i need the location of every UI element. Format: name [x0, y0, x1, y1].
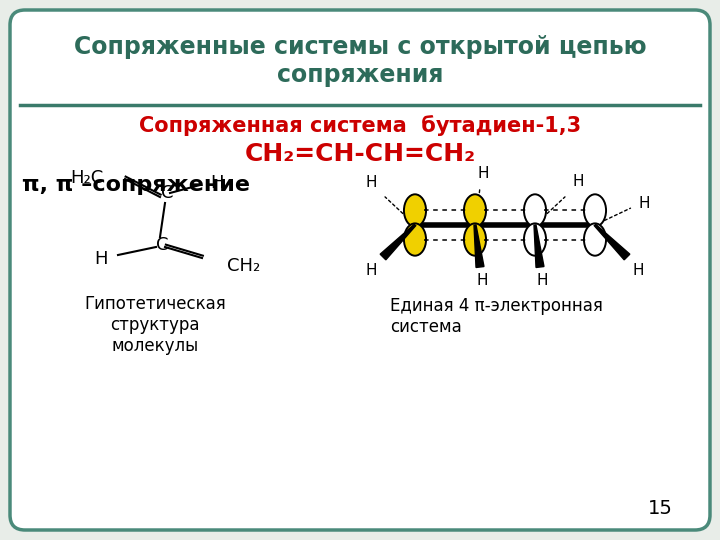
Ellipse shape	[464, 224, 486, 255]
Polygon shape	[534, 225, 544, 267]
Ellipse shape	[464, 194, 486, 227]
Text: H: H	[639, 195, 650, 211]
Ellipse shape	[584, 224, 606, 255]
Polygon shape	[380, 224, 415, 260]
Text: Гипотетическая
структура
молекулы: Гипотетическая структура молекулы	[84, 295, 226, 355]
Text: H: H	[477, 166, 489, 181]
Text: π, π –сопряжение: π, π –сопряжение	[22, 175, 250, 195]
Text: H: H	[476, 273, 487, 288]
Text: Единая 4 π-электронная
система: Единая 4 π-электронная система	[390, 297, 603, 336]
Text: Сопряженные системы с открытой цепью
сопряжения: Сопряженные системы с открытой цепью соп…	[73, 35, 647, 87]
Text: C: C	[161, 184, 174, 202]
Text: H: H	[94, 250, 108, 268]
Polygon shape	[474, 225, 484, 267]
Text: CH₂=CH-CH=CH₂: CH₂=CH-CH=CH₂	[244, 142, 476, 166]
Text: H: H	[366, 263, 377, 278]
Ellipse shape	[524, 194, 546, 227]
Text: H: H	[210, 174, 223, 192]
Ellipse shape	[404, 194, 426, 227]
Text: H: H	[366, 175, 377, 190]
Ellipse shape	[524, 224, 546, 255]
Polygon shape	[594, 224, 630, 260]
Text: H: H	[536, 273, 548, 288]
Text: 15: 15	[647, 499, 672, 518]
Text: H: H	[633, 263, 644, 278]
Ellipse shape	[404, 224, 426, 255]
Ellipse shape	[584, 194, 606, 227]
Text: H: H	[573, 174, 585, 189]
Text: H₂C: H₂C	[70, 169, 103, 187]
Text: Сопряженная система  бутадиен-1,3: Сопряженная система бутадиен-1,3	[139, 115, 581, 136]
Text: C: C	[156, 236, 168, 254]
FancyBboxPatch shape	[10, 10, 710, 530]
Text: CH₂: CH₂	[227, 257, 260, 275]
